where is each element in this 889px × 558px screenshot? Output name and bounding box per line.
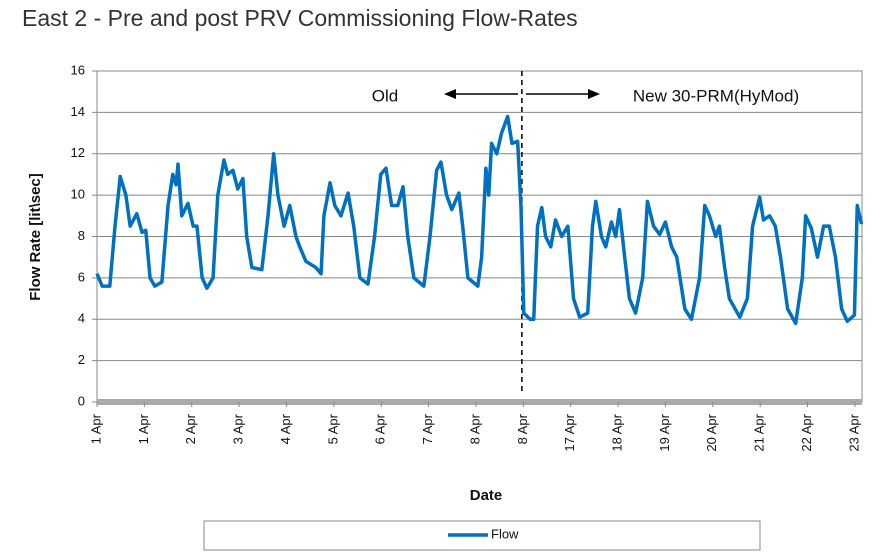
x-tick-label: 17 Apr — [562, 413, 577, 451]
x-tick-label: 8 Apr — [515, 413, 530, 444]
y-tick-label: 6 — [78, 269, 85, 284]
x-tick-label: 18 Apr — [609, 413, 624, 451]
arrows — [444, 89, 600, 99]
y-tick-label: 12 — [71, 145, 85, 160]
x-tick-label: 3 Apr — [231, 413, 246, 444]
legend-label: Flow — [491, 526, 519, 541]
x-tick-label: 2 Apr — [183, 413, 198, 444]
annotation-new: New 30-PRM(HyMod) — [633, 86, 799, 105]
y-tick-label: 8 — [78, 228, 85, 243]
x-tick-label: 1 Apr — [88, 413, 103, 444]
y-tick-label: 16 — [71, 62, 85, 77]
x-tick-label: 5 Apr — [325, 413, 340, 444]
x-tick-label: 1 Apr — [136, 413, 151, 444]
y-tick-label: 10 — [71, 187, 85, 202]
y-axis-label: Flow Rate [lit\sec] — [27, 173, 44, 301]
y-tick-label: 14 — [71, 104, 85, 119]
y-tick-label: 0 — [78, 393, 85, 408]
x-tick-label: 19 Apr — [657, 413, 672, 451]
x-tick-label: 7 Apr — [420, 413, 435, 444]
x-tick-label: 22 Apr — [799, 413, 814, 451]
chart-title: East 2 - Pre and post PRV Commissioning … — [22, 5, 578, 31]
x-axis-label: Date — [470, 487, 503, 504]
series-line — [95, 114, 864, 326]
x-tick-label: 8 Apr — [467, 413, 482, 444]
x-tick-label: 4 Apr — [278, 413, 293, 444]
y-tick-label: 2 — [78, 352, 85, 367]
y-tick-label: 4 — [78, 311, 85, 326]
x-tick-label: 6 Apr — [373, 413, 388, 444]
annotation-old: Old — [372, 86, 398, 105]
x-tick-label: 20 Apr — [704, 413, 719, 451]
x-tick-label: 23 Apr — [846, 413, 861, 451]
x-axis-band — [97, 399, 862, 405]
x-tick-label: 21 Apr — [752, 413, 767, 451]
